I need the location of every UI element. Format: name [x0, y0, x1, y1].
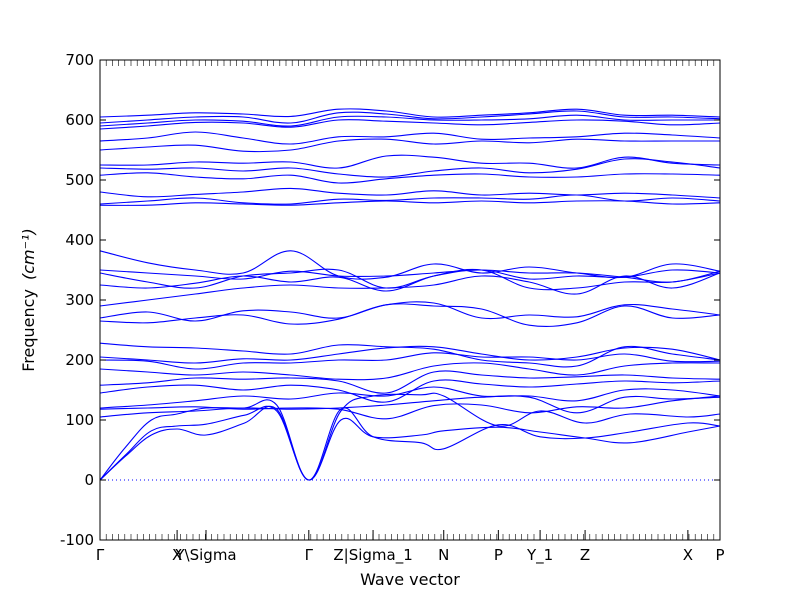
- band-line-optical-18: [99, 194, 721, 205]
- y-tick-label: 400: [65, 231, 94, 249]
- y-tick-label: 500: [65, 171, 94, 189]
- band-line-optical-16: [99, 250, 721, 280]
- x-tick-label-7: Y_1: [526, 546, 553, 565]
- band-line-optical-3: [99, 386, 721, 409]
- x-tick-labels: Γ XY\Sigma Γ Z|Sigma_1 N P Y_1 Z X P: [96, 546, 725, 565]
- y-tick-label: -100: [60, 531, 94, 549]
- y-tick-labels: -100 0 100 200 300 400 500 600 700: [60, 51, 94, 549]
- band-line-optical-28: [99, 108, 721, 118]
- x-tick-label-10: P: [715, 546, 724, 564]
- band-line-optical-27: [99, 110, 721, 124]
- y-tick-label: 100: [65, 411, 94, 429]
- band-line-optical-7: [99, 352, 721, 370]
- band-lines: [99, 108, 721, 481]
- y-axis-title: Frequency (cm⁻¹): [19, 228, 38, 371]
- y-tick-label: 700: [65, 51, 94, 69]
- axis-ticks: [99, 59, 721, 541]
- x-tick-label-3: Γ: [305, 546, 314, 564]
- band-line-optical-2: [99, 395, 721, 420]
- y-tick-label: 200: [65, 351, 94, 369]
- y-tick-label: 300: [65, 291, 94, 309]
- band-line-optical-22: [99, 154, 721, 169]
- band-line-optical-5: [99, 370, 721, 394]
- x-tick-label-4: Z|Sigma_1: [333, 546, 412, 565]
- band-line-optical-13: [99, 268, 721, 292]
- x-axis-title: Wave vector: [360, 570, 460, 589]
- y-tick-label: 0: [84, 471, 94, 489]
- band-line-optical-1: [99, 395, 721, 418]
- x-tick-label-8: Z: [580, 546, 590, 564]
- y-axis-title-text: Frequency: [19, 289, 38, 372]
- band-line-optical-24: [99, 131, 721, 145]
- x-tick-label-0: Γ: [96, 546, 105, 564]
- y-tick-label: 600: [65, 111, 94, 129]
- x-tick-label-5: N: [438, 546, 449, 564]
- band-line-optical-6: [99, 362, 721, 381]
- x-tick-label-1: X: [172, 546, 182, 564]
- y-axis-title-unit: (cm⁻¹): [19, 228, 38, 280]
- x-tick-label-2: Y\Sigma: [174, 546, 236, 564]
- band-line-optical-21: [99, 158, 721, 178]
- band-line-optical-26: [99, 114, 720, 127]
- band-line-optical-23: [99, 138, 720, 153]
- band-line-optical-11: [99, 301, 721, 322]
- band-line-optical-10: [99, 303, 721, 328]
- x-tick-label-9: X: [683, 546, 693, 564]
- band-line-acoustic-2: [99, 405, 721, 481]
- band-line-acoustic-3: [99, 392, 721, 481]
- band-line-optical-15: [99, 269, 721, 283]
- band-line-optical-19: [99, 187, 721, 199]
- band-line-optical-8: [99, 345, 721, 364]
- band-line-optical-20: [99, 172, 721, 184]
- band-line-optical-9: [99, 342, 721, 368]
- x-tick-label-6: P: [494, 546, 503, 564]
- band-line-optical-25: [99, 119, 721, 130]
- band-line-optical-4: [99, 379, 721, 403]
- plot-frame: [99, 59, 721, 541]
